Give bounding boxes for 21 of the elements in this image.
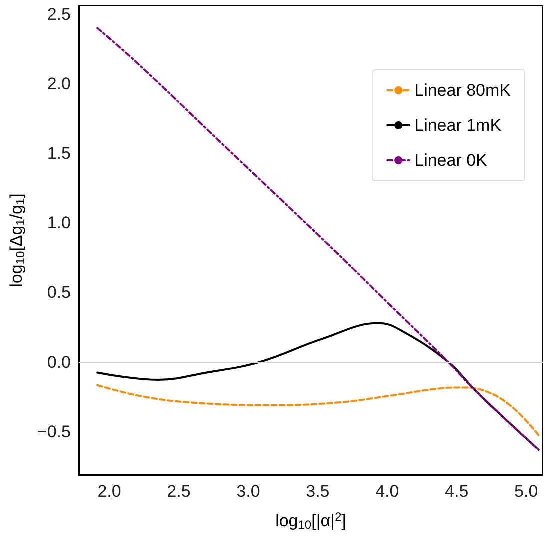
y-tick-label: 1.5 [47,144,71,164]
line-series [96,27,540,451]
y-axis-title: log10[Δg1/g1] [7,194,28,288]
x-tick-label: 5.0 [514,482,538,501]
y-tick-label: 1.0 [47,214,71,233]
x-tick-label: 2.0 [98,482,122,501]
x-tick-label: 2.5 [167,482,191,501]
y-tick-label: −0.5 [37,422,71,442]
x-tick-label: 3.5 [306,482,330,501]
line-series [96,384,540,436]
x-tick-label: 4.0 [376,482,400,501]
legend-label: Linear 1mK [414,116,502,135]
y-tick-label: 2.5 [47,4,71,24]
legend-label: Linear 0K [414,151,488,170]
x-tick-label: 3.0 [236,482,260,501]
y-tick-label: 0.0 [47,352,71,372]
x-tick-label: 4.5 [445,482,469,501]
line-series [96,322,540,451]
y-tick-label: 0.5 [47,283,71,302]
y-tick-label: 2.0 [47,74,71,94]
legend-label: Linear 80mK [414,81,512,100]
